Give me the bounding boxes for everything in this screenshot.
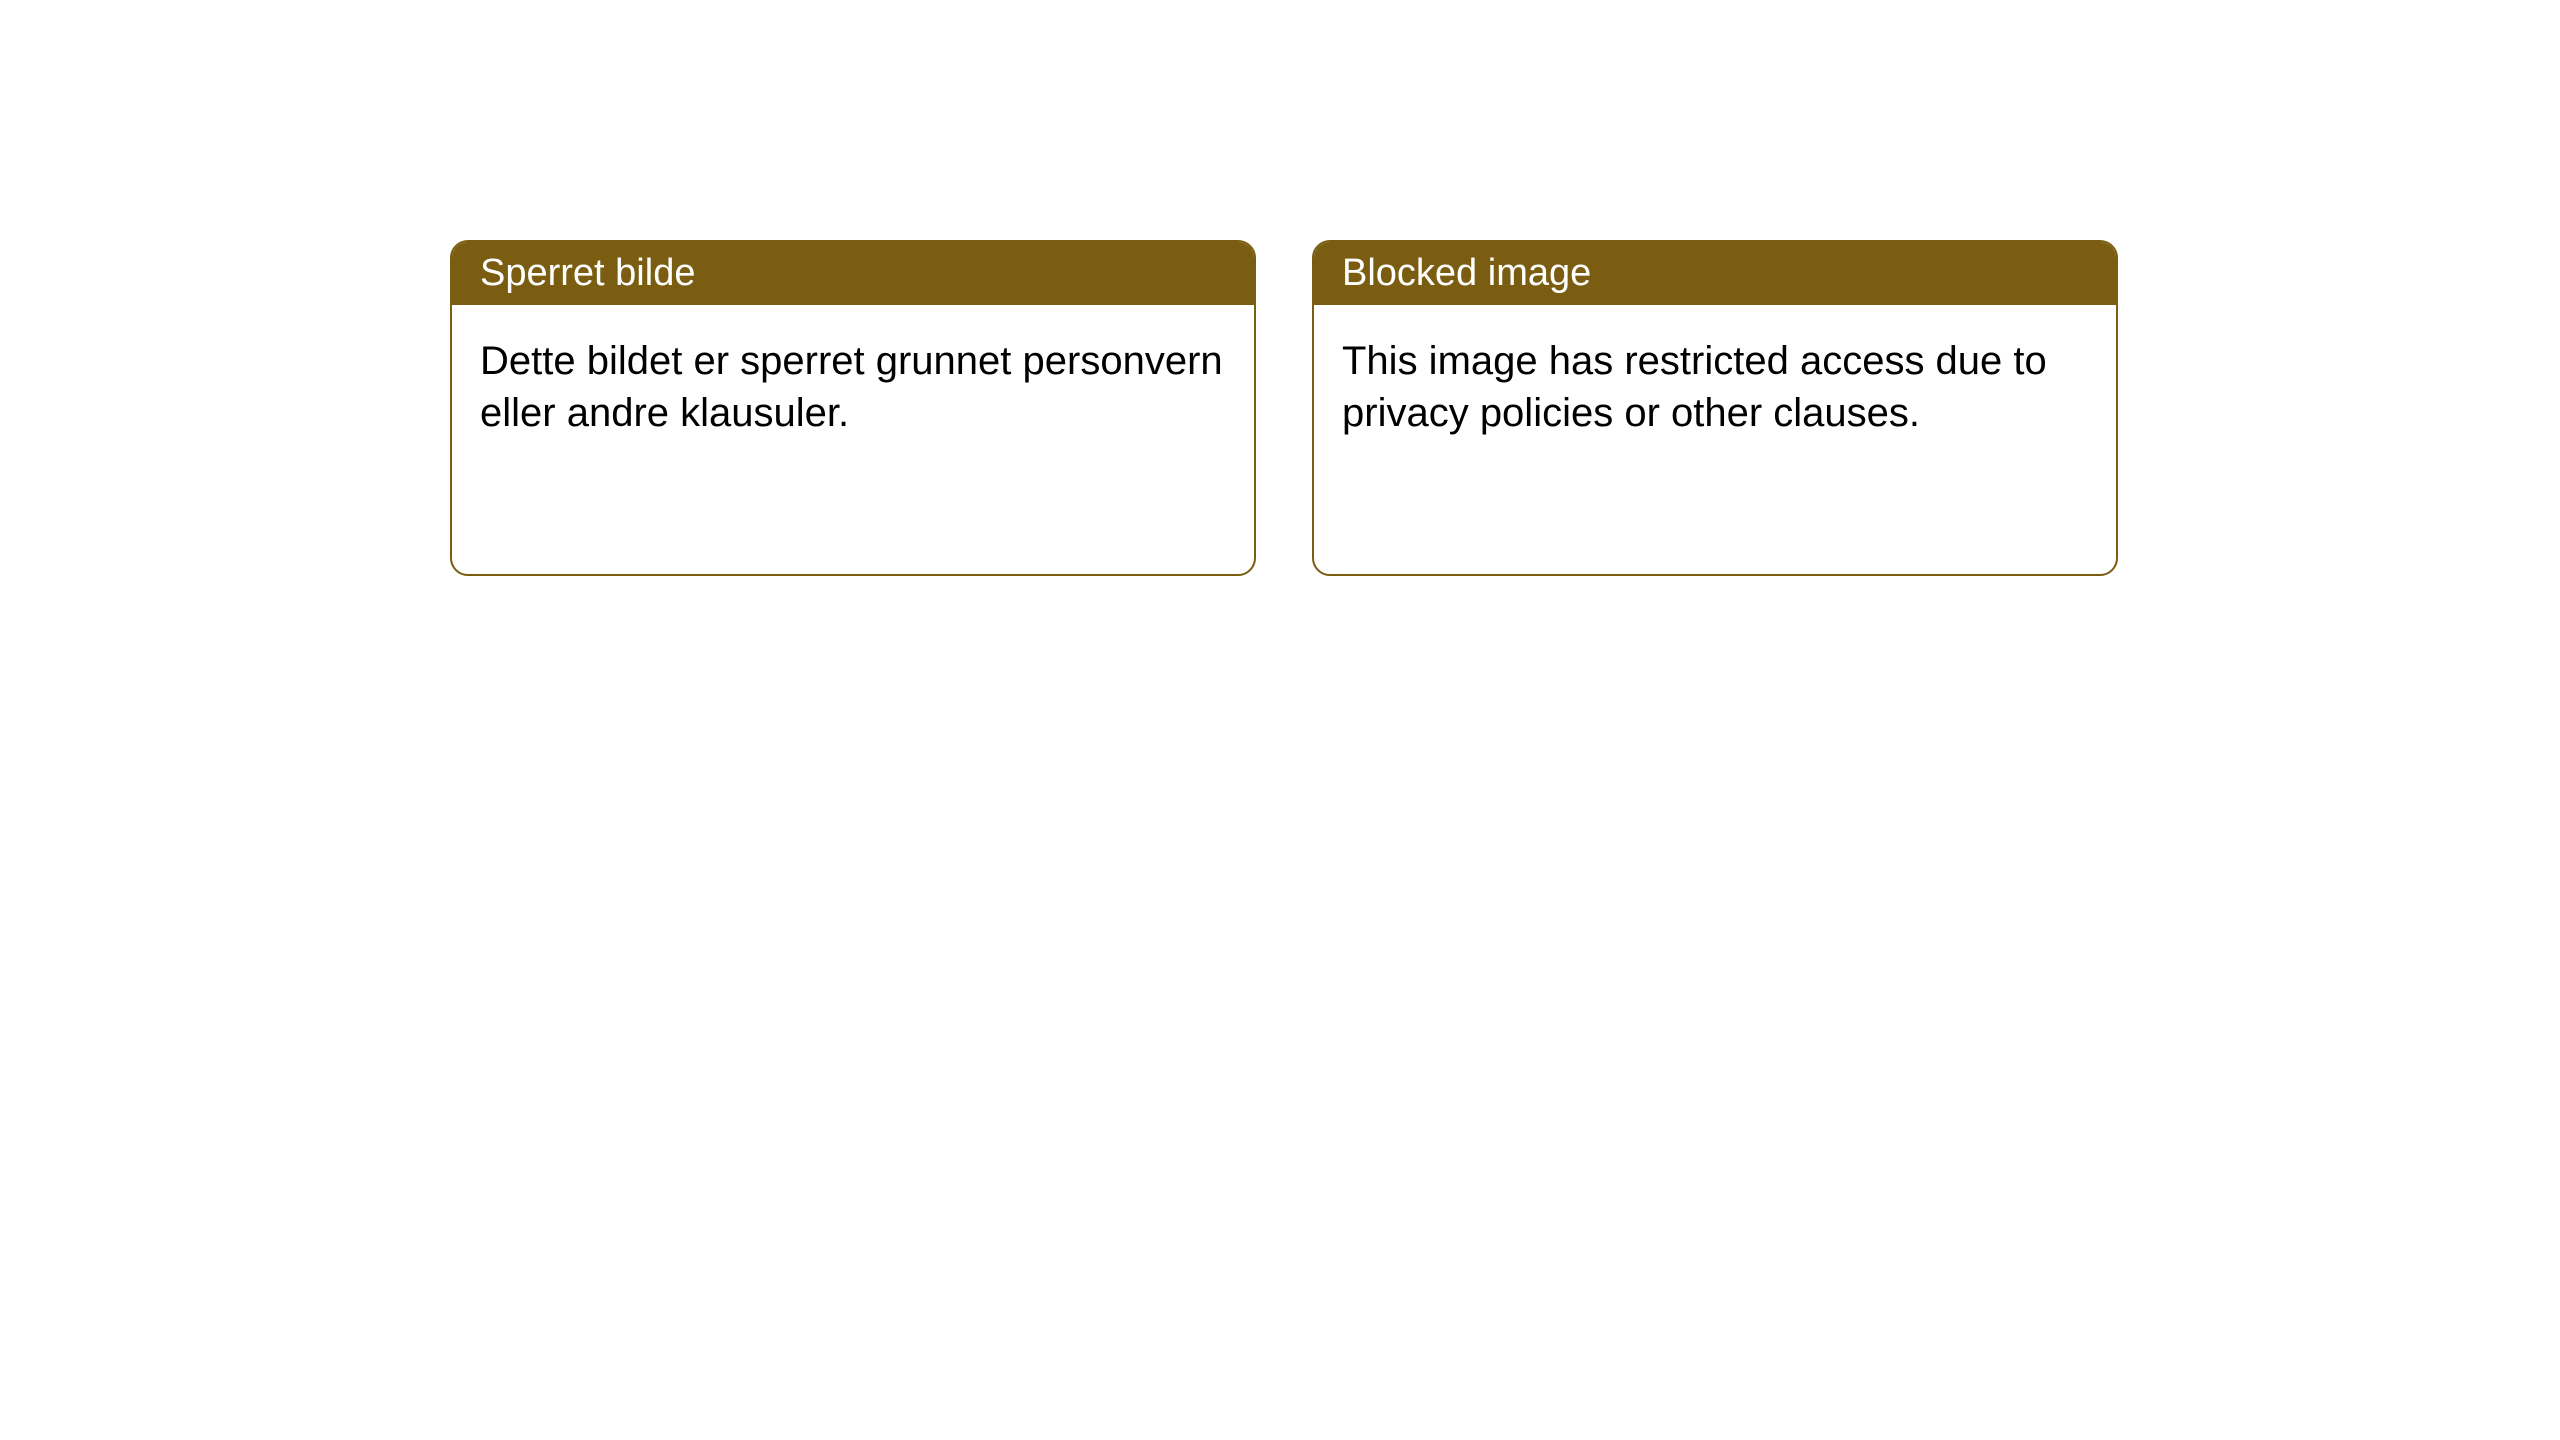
- notice-body-english: This image has restricted access due to …: [1314, 305, 2116, 469]
- notice-body-norwegian: Dette bildet er sperret grunnet personve…: [452, 305, 1254, 469]
- notice-header-english: Blocked image: [1314, 242, 2116, 305]
- notice-text-norwegian: Dette bildet er sperret grunnet personve…: [480, 339, 1223, 435]
- notice-container: Sperret bilde Dette bildet er sperret gr…: [0, 0, 2560, 576]
- notice-title-norwegian: Sperret bilde: [480, 252, 695, 294]
- notice-box-english: Blocked image This image has restricted …: [1312, 240, 2118, 576]
- notice-text-english: This image has restricted access due to …: [1342, 339, 2047, 435]
- notice-box-norwegian: Sperret bilde Dette bildet er sperret gr…: [450, 240, 1256, 576]
- notice-header-norwegian: Sperret bilde: [452, 242, 1254, 305]
- notice-title-english: Blocked image: [1342, 252, 1591, 294]
